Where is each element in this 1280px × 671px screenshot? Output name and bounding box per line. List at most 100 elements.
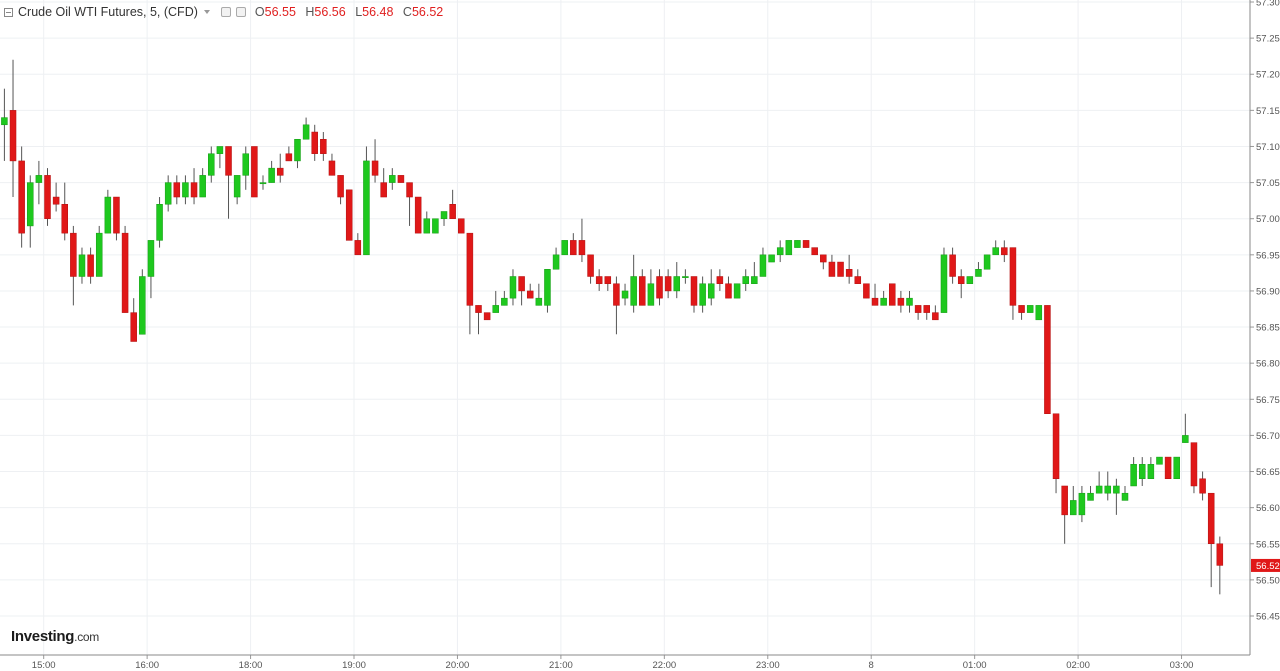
candle[interactable]	[182, 175, 189, 205]
candle[interactable]	[276, 153, 284, 183]
candle[interactable]	[363, 146, 370, 256]
candle[interactable]	[156, 197, 163, 248]
candle[interactable]	[932, 305, 939, 321]
candle[interactable]	[328, 153, 336, 176]
candle[interactable]	[1044, 305, 1051, 414]
candle[interactable]	[561, 240, 568, 256]
candle[interactable]	[190, 168, 198, 205]
candle[interactable]	[1156, 456, 1163, 465]
candle[interactable]	[1216, 536, 1224, 595]
candle[interactable]	[570, 233, 577, 256]
candle[interactable]	[1104, 471, 1112, 501]
close-icon[interactable]	[235, 7, 246, 17]
candle[interactable]	[595, 269, 603, 291]
candle[interactable]	[535, 283, 543, 306]
candle[interactable]	[828, 254, 836, 277]
chevron-down-icon[interactable]	[203, 10, 210, 14]
candle[interactable]	[1009, 247, 1017, 320]
candle[interactable]	[199, 168, 206, 198]
candle[interactable]	[1199, 471, 1206, 501]
candle[interactable]	[440, 211, 448, 226]
candle[interactable]	[845, 254, 853, 284]
candle[interactable]	[742, 269, 749, 291]
candle[interactable]	[509, 269, 517, 306]
candle[interactable]	[880, 290, 887, 306]
candle[interactable]	[725, 276, 732, 299]
candle[interactable]	[87, 247, 94, 284]
candle[interactable]	[975, 262, 982, 277]
candle[interactable]	[673, 262, 681, 299]
candle[interactable]	[914, 305, 922, 320]
candle[interactable]	[251, 146, 258, 198]
settings-icon[interactable]	[220, 7, 231, 17]
candle[interactable]	[27, 175, 34, 248]
candle[interactable]	[52, 182, 60, 212]
candle[interactable]	[242, 146, 250, 190]
candle[interactable]	[871, 283, 879, 306]
candle[interactable]	[320, 132, 327, 161]
candle[interactable]	[940, 247, 948, 313]
candle[interactable]	[139, 269, 146, 335]
candle[interactable]	[1173, 456, 1180, 480]
candle[interactable]	[906, 290, 913, 313]
candle[interactable]	[957, 269, 965, 299]
candle[interactable]	[1035, 305, 1043, 321]
candle[interactable]	[1138, 457, 1146, 486]
candle[interactable]	[130, 298, 137, 342]
candle[interactable]	[225, 146, 232, 219]
candle[interactable]	[552, 247, 560, 270]
candle[interactable]	[785, 240, 793, 256]
candle[interactable]	[259, 175, 267, 190]
candle[interactable]	[466, 232, 474, 335]
candle[interactable]	[613, 276, 620, 335]
candle[interactable]	[759, 247, 767, 277]
candle[interactable]	[578, 218, 586, 263]
candle[interactable]	[1, 88, 8, 161]
candle[interactable]	[518, 276, 525, 306]
candle[interactable]	[1087, 485, 1094, 501]
candle[interactable]	[1113, 478, 1120, 515]
candle[interactable]	[268, 160, 275, 183]
candle[interactable]	[897, 290, 905, 313]
candle[interactable]	[682, 269, 689, 284]
candle[interactable]	[716, 269, 724, 291]
candle[interactable]	[311, 124, 318, 161]
candle[interactable]	[776, 240, 784, 263]
candle[interactable]	[95, 225, 103, 277]
candle[interactable]	[406, 182, 413, 226]
candle[interactable]	[337, 175, 344, 205]
candle[interactable]	[78, 247, 86, 284]
candle[interactable]	[966, 276, 974, 284]
investing-logo[interactable]: Investing.com	[11, 628, 99, 645]
candle[interactable]	[423, 211, 431, 234]
candle[interactable]	[992, 240, 999, 256]
candle[interactable]	[1026, 305, 1034, 313]
candle[interactable]	[1078, 485, 1086, 523]
time-axis[interactable]: 15:00 16:00 18:00 19:00 20:00 21:00 22:00 23:00…	[0, 654, 1250, 671]
candle[interactable]	[1018, 305, 1025, 320]
candle[interactable]	[802, 240, 810, 248]
candle[interactable]	[664, 269, 672, 299]
candle[interactable]	[656, 269, 663, 306]
candle[interactable]	[294, 138, 301, 169]
candle[interactable]	[9, 59, 17, 198]
candle[interactable]	[216, 146, 224, 169]
candle[interactable]	[837, 261, 844, 277]
candle[interactable]	[1061, 485, 1068, 544]
candle[interactable]	[1147, 457, 1155, 480]
candle[interactable]	[1095, 471, 1103, 494]
candle[interactable]	[164, 175, 172, 212]
candle[interactable]	[699, 276, 706, 313]
candle[interactable]	[458, 218, 465, 234]
candle[interactable]	[863, 283, 870, 299]
candle[interactable]	[285, 146, 293, 162]
candle[interactable]	[1052, 413, 1060, 494]
candle[interactable]	[811, 247, 818, 256]
candle[interactable]	[647, 269, 655, 306]
candle[interactable]	[604, 276, 612, 291]
candle[interactable]	[389, 168, 396, 190]
candle[interactable]	[1130, 457, 1137, 487]
candle[interactable]	[526, 283, 534, 299]
collapse-icon[interactable]	[4, 7, 13, 17]
